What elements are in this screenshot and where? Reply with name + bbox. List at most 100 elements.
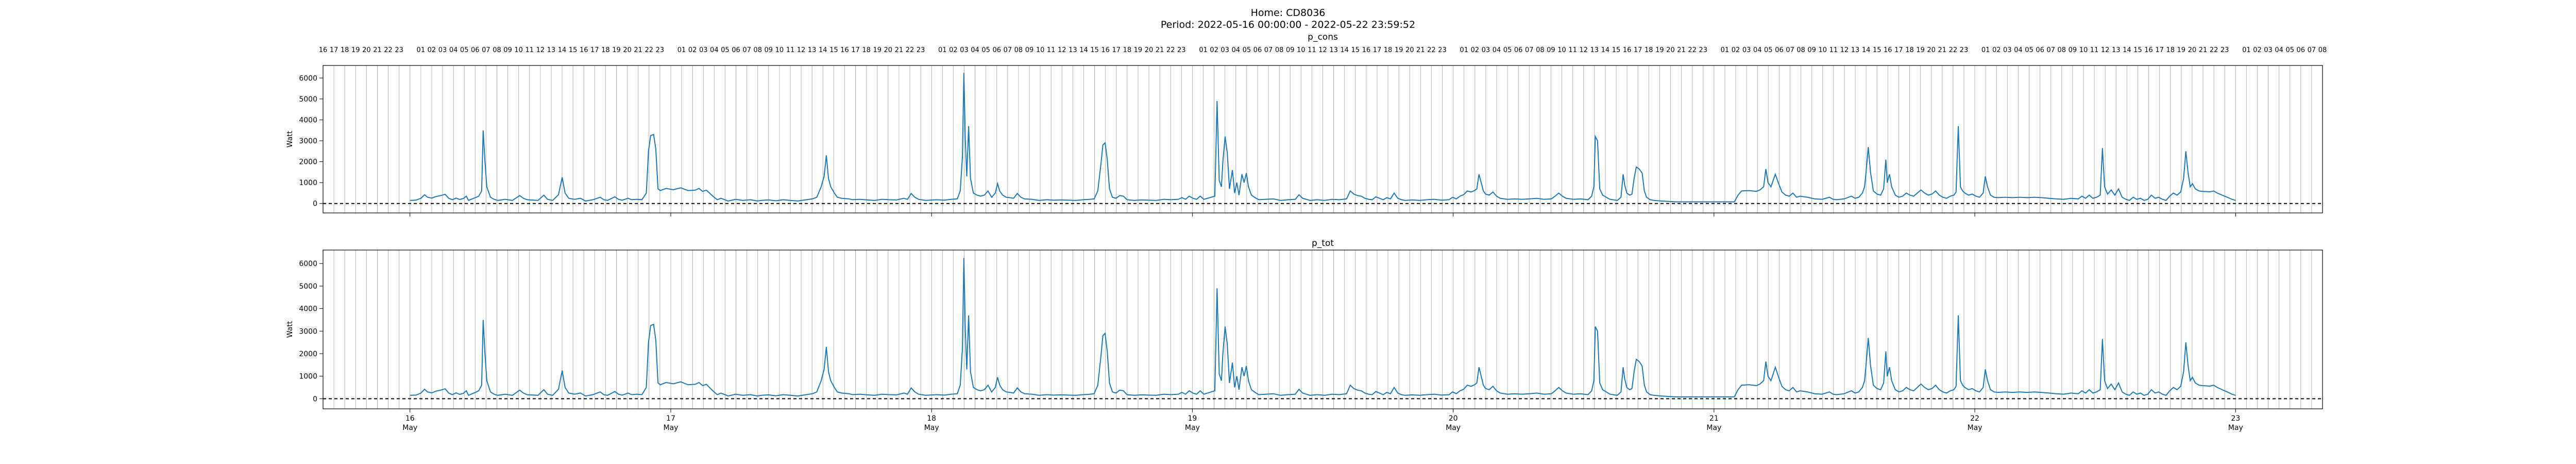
hour-tick-label: 06 [471,46,480,54]
hour-tick-label: 11 [2090,46,2099,54]
hour-tick-label: 10 [1557,46,1566,54]
x-month-label: May [924,424,939,432]
hour-tick-label: 23 [2221,46,2229,54]
hour-tick-label: 12 [1840,46,1849,54]
hour-tick-label: 22 [2210,46,2218,54]
y-tick-label: 3000 [299,137,317,145]
hour-tick-label: 22 [1949,46,1958,54]
hour-tick-label: 21 [1938,46,1946,54]
hour-tick-label: 13 [1069,46,1077,54]
hour-tick-label: 20 [1666,46,1675,54]
y-tick-label: 2000 [299,158,317,167]
hour-tick-label: 15 [1612,46,1621,54]
hour-tick-label: 10 [514,46,523,54]
y-tick-label: 5000 [299,95,317,104]
hour-tick-label: 06 [2297,46,2306,54]
hour-tick-label: 04 [2014,46,2023,54]
y-tick-label: 4000 [299,116,317,124]
hour-tick-label: 21 [634,46,642,54]
hour-tick-label: 12 [1318,46,1327,54]
hour-tick-label: 20 [1927,46,1936,54]
hour-tick-label: 05 [460,46,469,54]
hour-tick-label: 23 [656,46,665,54]
hour-tick-label: 13 [1590,46,1599,54]
hour-tick-label: 02 [688,46,697,54]
hour-tick-label: 03 [699,46,708,54]
x-day-label: 18 [927,415,936,423]
hour-tick-label: 05 [2285,46,2294,54]
y-tick-label: 4000 [299,305,317,313]
x-month-label: May [663,424,678,432]
hour-tick-label: 23 [395,46,403,54]
y-tick-label: 2000 [299,350,317,358]
hour-tick-label: 21 [1156,46,1164,54]
hour-tick-label: 09 [765,46,773,54]
hour-tick-label: 14 [819,46,827,54]
hour-tick-label: 08 [1014,46,1023,54]
hour-tick-label: 07 [1786,46,1794,54]
hour-tick-label: 06 [2036,46,2044,54]
hour-tick-label: 19 [1395,46,1403,54]
hour-tick-label: 16 [2144,46,2153,54]
hour-tick-label: 10 [2079,46,2088,54]
hour-tick-label: 20 [1405,46,1414,54]
panel-title: p_cons [1308,32,1338,42]
hour-tick-label: 20 [362,46,371,54]
chart-period-subtitle: Period: 2022-05-16 00:00:00 - 2022-05-22… [1160,19,1416,30]
hour-tick-label: 11 [1829,46,1838,54]
hour-tick-label: 11 [525,46,534,54]
hour-tick-label: 02 [1210,46,1218,54]
y-tick-label: 6000 [299,74,317,82]
y-tick-label: 0 [313,395,317,403]
x-day-label: 20 [1449,415,1458,423]
hour-tick-label: 22 [384,46,393,54]
hour-tick-label: 12 [2101,46,2110,54]
hour-tick-label: 04 [449,46,458,54]
hour-tick-label: 18 [341,46,349,54]
hour-tick-label: 14 [1340,46,1349,54]
x-month-label: May [2228,424,2243,432]
hour-tick-label: 05 [1764,46,1773,54]
hour-tick-label: 03 [960,46,969,54]
hour-tick-label: 17 [1373,46,1382,54]
hour-tick-label: 14 [1601,46,1610,54]
hour-tick-label: 15 [1351,46,1360,54]
x-day-label: 17 [666,415,675,423]
hour-tick-label: 15 [2133,46,2142,54]
hour-tick-label: 03 [1221,46,1229,54]
hour-tick-label: 02 [1732,46,1740,54]
hour-tick-label: 19 [2177,46,2186,54]
panel-title: p_tot [1312,238,1334,248]
hour-tick-label: 02 [2253,46,2262,54]
x-month-label: May [1185,424,1200,432]
hour-tick-label: 20 [884,46,893,54]
hour-tick-label: 16 [1362,46,1371,54]
hour-tick-label: 01 [1981,46,1990,54]
hour-tick-label: 03 [1742,46,1751,54]
hour-tick-label: 18 [601,46,610,54]
series-line-p-tot [410,258,2236,397]
hour-tick-label: 07 [1004,46,1012,54]
hour-tick-label: 21 [2199,46,2208,54]
hour-tick-label: 18 [2166,46,2175,54]
hour-tick-label: 14 [1862,46,1871,54]
y-axis-label: Watt [286,130,294,147]
hour-tick-label: 07 [2308,46,2316,54]
hour-tick-label: 02 [428,46,436,54]
hour-tick-label: 11 [1308,46,1316,54]
x-day-label: 23 [2231,415,2240,423]
hour-tick-label: 17 [590,46,599,54]
x-month-label: May [402,424,417,432]
hour-tick-label: 16 [319,46,328,54]
hour-tick-label: 07 [1525,46,1534,54]
x-day-label: 19 [1188,415,1197,423]
y-tick-label: 1000 [299,179,317,187]
hour-tick-label: 01 [938,46,947,54]
hour-tick-label: 04 [1753,46,1762,54]
hour-tick-label: 09 [1286,46,1295,54]
hour-tick-label: 10 [1036,46,1045,54]
hour-tick-label: 14 [2123,46,2131,54]
x-month-label: May [1446,424,1461,432]
hour-tick-label: 04 [2275,46,2283,54]
